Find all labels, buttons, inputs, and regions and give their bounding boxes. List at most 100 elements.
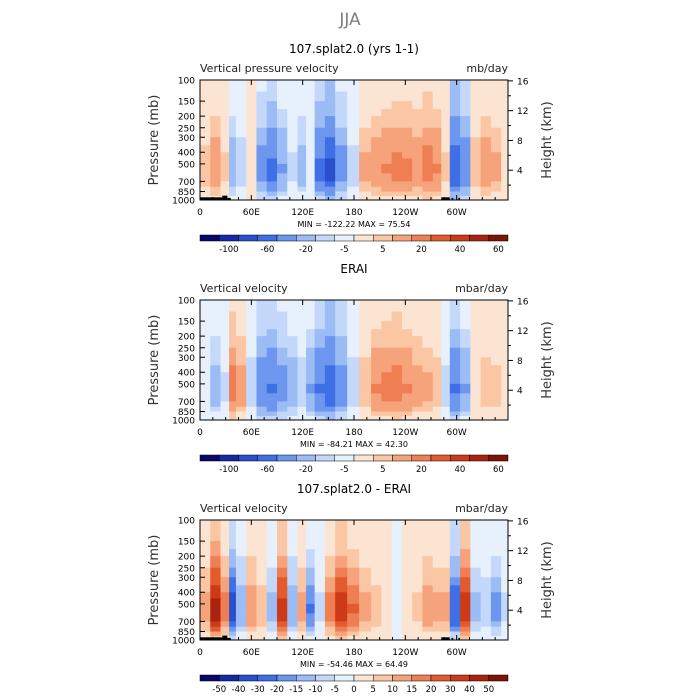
contour-cell: [210, 378, 221, 385]
contour-cell: [391, 186, 403, 192]
contour-cell: [480, 378, 492, 385]
contour-cell: [371, 357, 382, 366]
contour-cell: [501, 626, 509, 632]
contour-cell: [277, 311, 288, 322]
contour-cell: [335, 592, 348, 599]
contour-cell: [210, 621, 221, 628]
contour-cell: [432, 592, 442, 599]
contour-cell: [460, 109, 471, 117]
contour-cell: [229, 541, 237, 550]
contour-cell: [210, 329, 221, 337]
contour-cell: [266, 598, 278, 605]
contour-cell: [381, 598, 393, 605]
contour-cell: [229, 186, 237, 192]
contour-cell: [422, 91, 434, 102]
contour-cell: [422, 635, 434, 641]
contour-cell: [220, 556, 230, 569]
x-tick-label: 60W: [446, 428, 466, 438]
contour-cell: [401, 101, 413, 110]
contour-cell: [229, 80, 237, 93]
contour-cell: [412, 152, 423, 159]
contour-cell: [441, 101, 451, 110]
contour-cell: [490, 181, 502, 188]
contour-cell: [277, 336, 288, 349]
contour-cell: [229, 631, 237, 637]
contour-cell: [229, 173, 237, 182]
contour-cell: [200, 621, 211, 628]
contour-cell: [235, 137, 247, 146]
contour-cell: [266, 592, 278, 599]
contour-cell: [324, 195, 336, 201]
contour-cell: [480, 163, 492, 174]
contour-cell: [200, 101, 211, 110]
contour-cell: [359, 549, 372, 557]
contour-cell: [266, 411, 278, 417]
contour-cell: [266, 520, 278, 533]
contour-cell: [381, 635, 393, 641]
colorbar-box: [450, 674, 470, 682]
contour-cell: [381, 531, 393, 542]
contour-cell: [246, 101, 257, 110]
contour-cell: [200, 91, 211, 102]
contour-cell: [314, 378, 326, 385]
contour-cell: [480, 598, 492, 605]
contour-cell: [297, 186, 307, 192]
contour-cell: [391, 631, 403, 637]
contour-cell: [297, 520, 307, 533]
contour-cell: [287, 91, 298, 102]
contour-cell: [314, 577, 326, 586]
contour-cell: [324, 598, 336, 605]
contour-cell: [401, 158, 413, 165]
contour-cell: [359, 415, 372, 421]
contour-cell: [220, 109, 230, 117]
contour-cell: [235, 336, 247, 349]
x-tick-label: 60E: [243, 648, 260, 658]
contour-cell: [200, 613, 211, 622]
contour-cell: [297, 109, 307, 117]
contour-cell: [432, 311, 442, 322]
contour-cell: [235, 556, 247, 569]
contour-cell: [412, 163, 423, 174]
contour-cell: [335, 127, 348, 138]
contour-cell: [422, 365, 434, 373]
contour-cell: [210, 163, 221, 174]
contour-cell: [490, 300, 502, 313]
contour-cell: [335, 300, 348, 313]
contour-cell: [391, 393, 403, 402]
contour-cell: [277, 347, 288, 358]
contour-cell: [287, 191, 298, 197]
contour-cell: [460, 406, 471, 412]
contour-cell: [324, 577, 336, 586]
contour-cell: [210, 520, 221, 533]
contour-cell: [324, 592, 336, 599]
contour-cell: [235, 592, 247, 599]
contour-cell: [235, 357, 247, 366]
contour-cell: [401, 585, 413, 593]
contour-cell: [246, 598, 257, 605]
colorbar-box: [392, 674, 412, 682]
contour-cell: [200, 603, 211, 614]
contour-cell: [441, 191, 451, 197]
contour-cell: [306, 378, 316, 385]
contour-cell: [422, 613, 434, 622]
contour-cell: [297, 101, 307, 110]
contour-cell: [391, 321, 403, 330]
contour-cell: [401, 109, 413, 117]
contour-cell: [297, 357, 307, 366]
contour-cell: [229, 109, 237, 117]
contour-cell: [412, 592, 423, 599]
contour-cell: [314, 406, 326, 412]
contour-cell: [210, 415, 221, 421]
contour-cell: [324, 378, 336, 385]
contour-cell: [220, 173, 230, 182]
colorbar-label: -50: [212, 685, 226, 695]
contour-cell: [480, 567, 492, 578]
min-max-stats: MIN = -122.22 MAX = 75.54: [297, 220, 410, 229]
contour-cell: [256, 347, 268, 358]
contour-cell: [266, 91, 278, 102]
contour-cell: [256, 365, 268, 373]
contour-cell: [371, 567, 382, 578]
contour-cell: [287, 567, 298, 578]
contour-cell: [371, 91, 382, 102]
contour-cell: [371, 531, 382, 542]
